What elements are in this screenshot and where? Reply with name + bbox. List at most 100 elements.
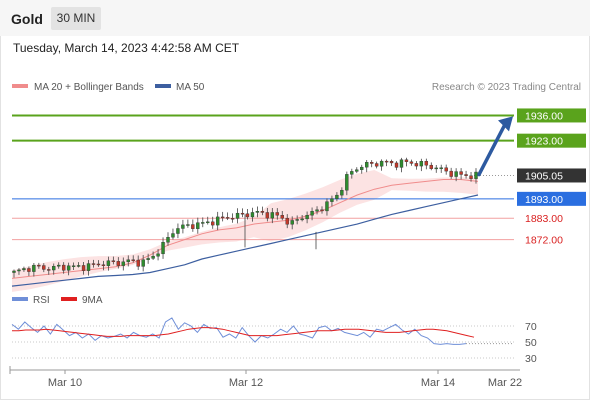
candle-up: [206, 221, 210, 224]
candle-down: [469, 175, 473, 179]
legend-label-ma50: MA 50: [176, 82, 205, 93]
candle-down: [444, 167, 448, 172]
candle-up: [22, 268, 26, 271]
candle-up: [439, 167, 443, 169]
candle-down: [384, 160, 389, 163]
rsi-9ma-line: [12, 327, 475, 338]
candle-down: [96, 263, 101, 266]
candle-down: [285, 218, 289, 225]
chart-header: Gold 30 MIN: [0, 0, 590, 36]
candle-up: [474, 171, 478, 179]
candle-up: [86, 263, 91, 271]
candle-down: [225, 217, 230, 219]
x-tick-label: Mar 14: [421, 377, 455, 389]
candle-up: [330, 198, 334, 202]
candle-up: [315, 209, 319, 212]
candle-up: [340, 189, 344, 196]
symbol-title: Gold: [11, 11, 43, 27]
candle-up: [255, 211, 260, 213]
rsi-line: [11, 317, 467, 345]
candle-down: [211, 221, 215, 226]
candle-down: [220, 216, 225, 219]
candle-up: [156, 253, 160, 257]
candle-up: [166, 236, 170, 243]
candle-up: [360, 166, 364, 170]
candle-up: [146, 258, 150, 260]
candle-down: [136, 259, 140, 267]
timeframe-badge[interactable]: 30 MIN: [51, 7, 101, 30]
candle-up: [345, 174, 349, 191]
candle-down: [111, 260, 116, 262]
candles: [12, 157, 478, 278]
arrow-head: [498, 116, 513, 132]
candle-up: [365, 161, 369, 168]
price-label-1893.00: 1893.00: [525, 194, 563, 206]
candle-up: [71, 265, 76, 267]
rsi-tick-label: 30: [525, 353, 537, 365]
candle-down: [404, 159, 409, 162]
candle-down: [409, 161, 414, 164]
candle-up: [235, 212, 240, 219]
candle-down: [265, 212, 270, 219]
candle-down: [101, 264, 106, 266]
candle-up: [141, 259, 145, 267]
candle-up: [310, 211, 314, 216]
candle-up: [325, 201, 329, 212]
candle-up: [181, 224, 185, 229]
price-box-1936.00: [517, 108, 586, 123]
candle-up: [215, 216, 220, 226]
candle-up: [290, 220, 294, 225]
price-levels: [12, 114, 514, 241]
candle-down: [260, 211, 265, 213]
price-box-1905.05: [517, 168, 586, 183]
candle-down: [459, 171, 463, 175]
candle-down: [449, 170, 453, 177]
candle-up: [196, 222, 200, 229]
candle-up: [171, 233, 175, 238]
candle-down: [191, 224, 195, 229]
rsi-tick-label: 50: [525, 337, 537, 349]
candle-up: [399, 159, 404, 168]
candle-up: [350, 171, 354, 175]
forecast-arrow: [477, 116, 513, 177]
candle-up: [121, 261, 125, 266]
candle-down: [37, 264, 41, 267]
candle-up: [355, 169, 359, 172]
candle-up: [17, 269, 21, 272]
price-label-1872.00: 1872.00: [525, 235, 563, 247]
candle-down: [81, 265, 86, 271]
candle-up: [32, 264, 36, 272]
legend-label-ma20: MA 20 + Bollinger Bands: [34, 82, 144, 93]
candle-down: [240, 212, 245, 215]
candle-up: [300, 218, 304, 221]
rsi-tick-label: 70: [525, 321, 537, 333]
legend-swatch-ma50: [155, 84, 171, 88]
candle-up: [250, 212, 255, 218]
candle-down: [414, 163, 419, 167]
candle-down: [116, 261, 121, 266]
legend: MA 20 + Bollinger Bands MA 50 Research ©…: [12, 82, 581, 93]
candle-down: [230, 218, 235, 220]
candle-down: [389, 161, 394, 164]
candle-up: [379, 160, 384, 167]
candle-up: [295, 219, 299, 221]
candle-down: [369, 161, 374, 164]
arrow-shaft: [477, 122, 507, 177]
x-tick-label: Mar 12: [229, 377, 263, 389]
candle-down: [47, 269, 51, 271]
candle-up: [305, 215, 309, 220]
price-labels: 1936.00 1923.00 1905.05 1893.00 1883.00 1872.…: [517, 108, 586, 247]
candle-up: [186, 224, 190, 226]
price-label-1923.00: 1923.00: [525, 136, 563, 148]
x-axis: Mar 10 Mar 12 Mar 14 Mar 22: [9, 366, 522, 389]
candle-down: [394, 162, 399, 168]
legend-label-rsi: RSI: [33, 295, 50, 306]
price-label-1905.05: 1905.05: [525, 170, 563, 182]
candle-down: [429, 164, 433, 169]
legend-swatch-ma20: [12, 84, 28, 88]
rsi-panel: 70 50 30: [11, 317, 537, 365]
candle-down: [42, 265, 46, 270]
candle-down: [27, 268, 31, 272]
x-tick-label: Mar 22: [488, 377, 522, 389]
